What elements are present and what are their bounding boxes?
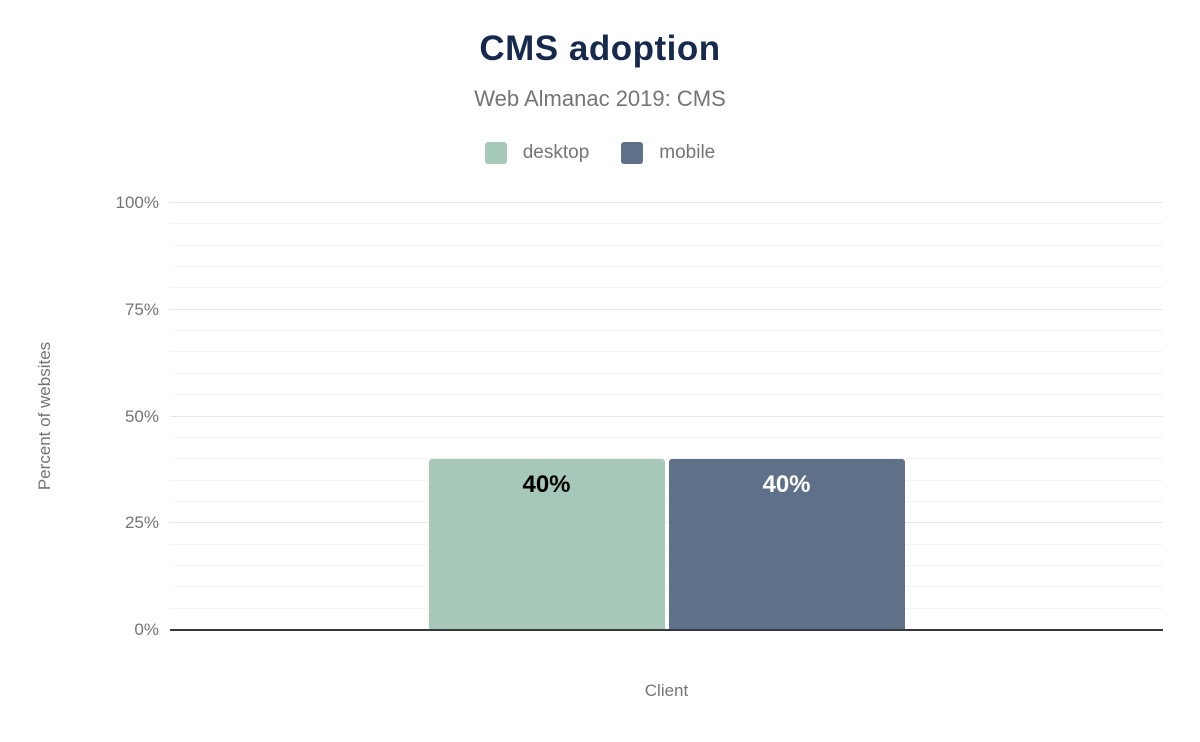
legend-label-desktop: desktop: [522, 142, 590, 163]
bar-value-label-mobile: 40%: [762, 471, 811, 499]
bar-value-label-desktop: 40%: [522, 471, 571, 499]
legend-swatch-mobile: [621, 141, 644, 164]
minor-gridline: [170, 458, 1163, 460]
x-axis-title: Client: [644, 681, 689, 700]
legend: desktop mobile: [0, 141, 1200, 164]
bar-desktop[interactable]: 40%: [428, 459, 665, 630]
minor-gridline: [170, 372, 1163, 374]
minor-gridline: [170, 330, 1163, 332]
minor-gridline: [170, 607, 1163, 609]
minor-gridline: [170, 266, 1163, 268]
minor-gridline: [170, 564, 1163, 566]
minor-gridline: [170, 351, 1163, 353]
bar-mobile[interactable]: 40%: [668, 459, 905, 630]
minor-gridline: [170, 244, 1163, 246]
legend-label-mobile: mobile: [659, 142, 716, 163]
y-axis-title: Percent of websites: [35, 341, 54, 491]
major-gridline: [170, 202, 1163, 203]
minor-gridline: [170, 394, 1163, 396]
y-tick-label: 100%: [115, 193, 159, 212]
major-gridline: [170, 308, 1163, 310]
y-tick-label: 25%: [124, 513, 159, 533]
minor-gridline: [170, 586, 1163, 588]
minor-gridline: [170, 543, 1163, 545]
y-tick-label: 50%: [124, 406, 159, 426]
plot-area: 0% 25% 50% 75% 100% 40% 40%: [116, 193, 1163, 639]
legend-item-mobile[interactable]: mobile: [621, 141, 715, 164]
y-tick-label: 75%: [124, 299, 159, 319]
minor-gridline: [170, 479, 1163, 481]
minor-gridline: [170, 500, 1163, 502]
legend-swatch-desktop: [484, 141, 507, 164]
minor-gridline: [170, 287, 1163, 289]
legend-item-desktop[interactable]: desktop: [484, 141, 590, 164]
major-gridline: [170, 522, 1163, 524]
x-axis-line: [170, 629, 1163, 631]
minor-gridline: [170, 223, 1163, 225]
chart-subtitle: Web Almanac 2019: CMS: [474, 86, 726, 111]
minor-gridline: [170, 436, 1163, 438]
chart-title: CMS adoption: [479, 29, 721, 68]
y-tick-label: 0%: [134, 620, 159, 639]
major-gridline: [170, 415, 1163, 417]
